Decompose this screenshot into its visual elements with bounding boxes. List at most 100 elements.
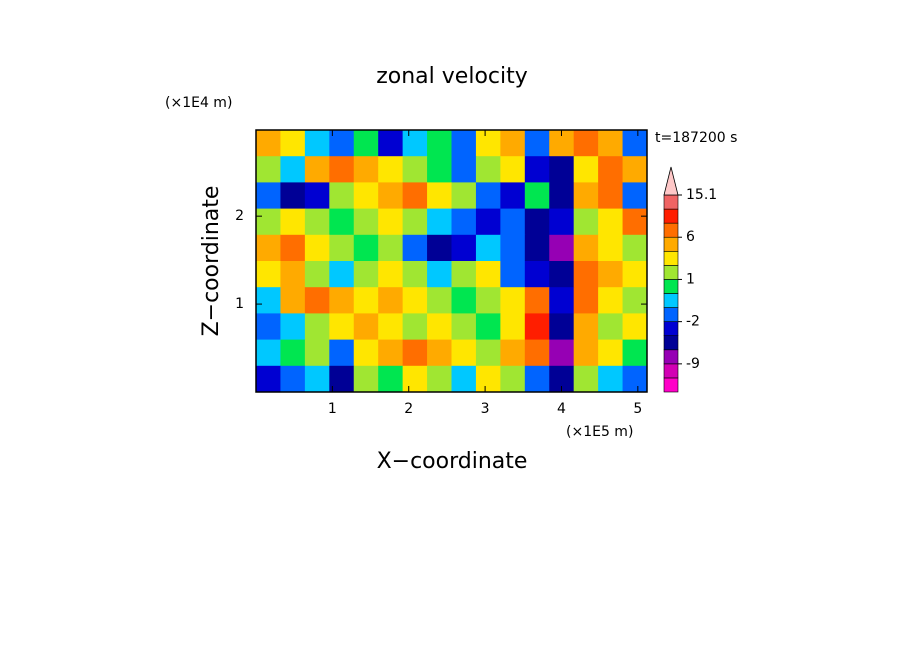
field-cell — [549, 208, 575, 236]
field-cell — [304, 182, 330, 210]
field-cell — [256, 287, 281, 314]
field-cell — [475, 208, 501, 236]
field-cell — [598, 208, 624, 236]
field-cell — [573, 261, 599, 288]
field-cell — [304, 287, 330, 314]
field-cell — [500, 313, 526, 341]
chart-title: zonal velocity — [376, 64, 528, 89]
field-cell — [329, 365, 355, 393]
field-cell — [427, 208, 452, 236]
field-cell — [402, 287, 428, 314]
field-cell — [573, 339, 599, 367]
field-cell — [427, 156, 452, 183]
field-cell — [451, 156, 477, 183]
field-cell — [353, 156, 379, 183]
y-axis-label: Z−coordinate — [199, 186, 224, 337]
field-cell — [280, 156, 306, 183]
field-cell — [378, 339, 404, 367]
field-cell — [280, 208, 306, 236]
colorbar-tick-label: 6 — [686, 229, 695, 245]
field-cell — [256, 313, 281, 341]
field-cell — [256, 261, 281, 288]
colorbar-tick-label: 1 — [686, 271, 695, 287]
field-cell — [304, 365, 330, 393]
field-cell — [378, 156, 404, 183]
field-cell — [549, 182, 575, 210]
field-cell — [280, 182, 306, 210]
field-cell — [256, 182, 281, 210]
field-cell — [475, 130, 501, 157]
field-cell — [402, 156, 428, 183]
field-cell — [622, 130, 648, 157]
field-cell — [622, 339, 648, 367]
field-cell — [573, 287, 599, 314]
colorbar-extension — [663, 166, 679, 196]
field-cell — [549, 234, 575, 262]
colorbar-tick-label: -9 — [686, 356, 700, 372]
field-cell — [378, 261, 404, 288]
field-cell — [475, 261, 501, 288]
field-cell — [622, 156, 648, 183]
colorbar-band — [663, 208, 679, 224]
field-cell — [402, 313, 428, 341]
field-cell — [256, 234, 281, 262]
field-cell — [475, 156, 501, 183]
field-cell — [329, 287, 355, 314]
field-cell — [427, 130, 452, 157]
field-cell — [451, 234, 477, 262]
field-cell — [280, 339, 306, 367]
field-cell — [329, 156, 355, 183]
field-cell — [378, 182, 404, 210]
field-cell — [378, 130, 404, 157]
field-cell — [304, 156, 330, 183]
colorbar-band — [663, 335, 679, 351]
colorbar-band — [663, 349, 679, 365]
field-cell — [353, 234, 379, 262]
colorbar-band — [663, 377, 679, 393]
field-cell — [451, 182, 477, 210]
field-cell — [549, 261, 575, 288]
field-cell — [329, 182, 355, 210]
field-cell — [451, 130, 477, 157]
field-cell — [622, 365, 648, 393]
field-cell — [451, 339, 477, 367]
x-tick-label: 5 — [633, 401, 642, 417]
field-cell — [353, 313, 379, 341]
field-cell — [402, 182, 428, 210]
field-cell — [280, 365, 306, 393]
field-cell — [524, 365, 550, 393]
field-cell — [402, 208, 428, 236]
field-cell — [427, 339, 452, 367]
field-cell — [256, 208, 281, 236]
colorbar-band — [663, 363, 679, 379]
field-cell — [378, 313, 404, 341]
field-cell — [378, 365, 404, 393]
field-cell — [378, 234, 404, 262]
field-cell — [500, 130, 526, 157]
field-cell — [475, 365, 501, 393]
field-cell — [524, 182, 550, 210]
field-cell — [451, 261, 477, 288]
field-cell — [256, 156, 281, 183]
field-cell — [280, 313, 306, 341]
field-cell — [280, 287, 306, 314]
colorbar-band — [663, 307, 679, 322]
field-cell — [500, 287, 526, 314]
field-cell — [573, 208, 599, 236]
x-axis-label: X−coordinate — [377, 449, 528, 474]
field-cell — [573, 156, 599, 183]
field-cell — [598, 234, 624, 262]
field-cell — [475, 313, 501, 341]
y-tick-label: 2 — [235, 208, 244, 224]
field-cell — [329, 313, 355, 341]
plot-frame — [255, 129, 648, 393]
field-cell — [622, 287, 648, 314]
field-cell — [329, 339, 355, 367]
field-cell — [524, 339, 550, 367]
field-cell — [427, 365, 452, 393]
field-cell — [622, 261, 648, 288]
field-cell — [598, 156, 624, 183]
field-cell — [573, 313, 599, 341]
field-cell — [329, 234, 355, 262]
field-cell — [622, 313, 648, 341]
